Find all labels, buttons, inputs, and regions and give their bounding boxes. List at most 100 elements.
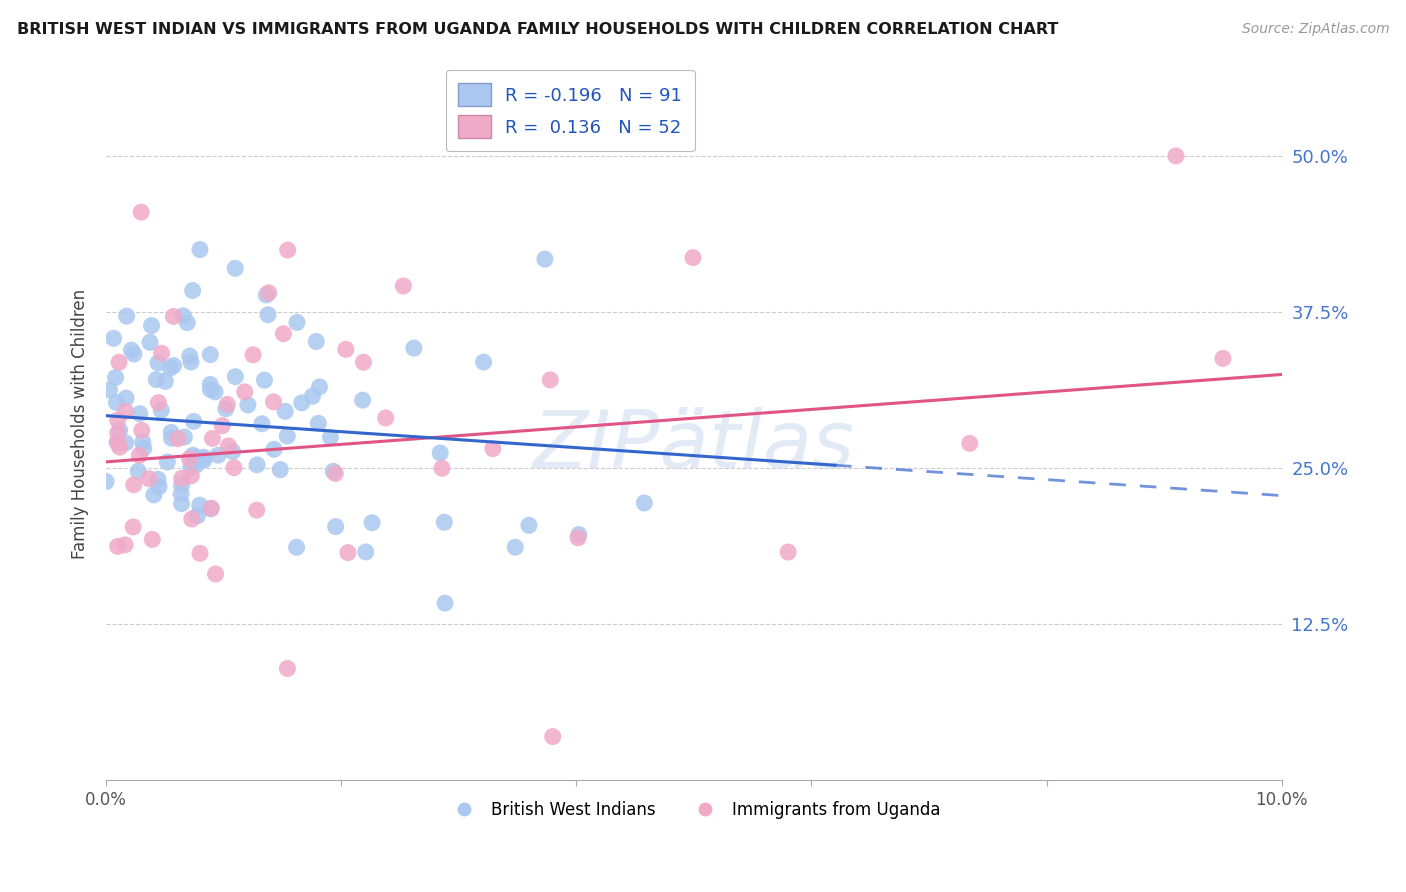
Point (180, 512, 202, 526)
Point (184, 450, 207, 465)
Point (354, 545, 377, 559)
Point (503, 541, 526, 555)
Point (242, 348, 264, 362)
Y-axis label: Family Households with Children: Family Households with Children (72, 289, 89, 559)
Point (200, 348, 222, 362)
Point (305, 334, 328, 349)
Point (150, 403, 173, 417)
Point (222, 460, 245, 475)
Point (959, 436, 981, 450)
Point (142, 488, 165, 502)
Point (184, 458, 207, 473)
Point (115, 309, 138, 323)
Point (180, 468, 202, 483)
Point (181, 448, 204, 462)
Legend: British West Indians, Immigrants from Uganda: British West Indians, Immigrants from Ug… (440, 794, 948, 825)
Point (105, 395, 128, 409)
Point (472, 355, 495, 369)
Point (107, 436, 129, 450)
Point (172, 309, 194, 323)
Point (193, 453, 215, 467)
Point (323, 467, 346, 481)
Point (128, 407, 150, 421)
Point (322, 464, 344, 478)
Point (246, 503, 269, 517)
Point (167, 432, 190, 446)
Point (274, 404, 297, 418)
Point (307, 417, 329, 431)
Point (145, 372, 167, 386)
Point (155, 375, 177, 389)
Point (141, 533, 163, 547)
Point (254, 288, 277, 302)
Point (170, 471, 193, 485)
Point (108, 423, 131, 437)
Point (139, 335, 162, 350)
Point (276, 661, 298, 675)
Point (374, 411, 396, 425)
Point (308, 380, 330, 394)
Point (215, 401, 238, 416)
Point (434, 596, 457, 610)
Point (429, 446, 451, 460)
Point (148, 480, 170, 494)
Text: ZIPätlas: ZIPätlas (533, 407, 855, 484)
Point (319, 430, 342, 444)
Point (263, 395, 285, 409)
Point (132, 442, 155, 456)
Point (114, 538, 136, 552)
Point (162, 359, 184, 373)
Point (291, 396, 314, 410)
Point (180, 355, 202, 369)
Point (541, 730, 564, 744)
Point (128, 449, 150, 463)
Point (131, 423, 153, 437)
Point (181, 284, 204, 298)
Point (129, 205, 152, 219)
Point (127, 464, 149, 478)
Point (179, 451, 201, 466)
Point (285, 541, 308, 555)
Point (207, 448, 229, 462)
Point (568, 527, 591, 541)
Point (204, 384, 226, 399)
Point (170, 497, 193, 511)
Point (200, 383, 222, 397)
Point (188, 243, 211, 257)
Point (103, 331, 125, 345)
Point (336, 546, 359, 560)
Point (160, 431, 183, 445)
Point (156, 455, 179, 469)
Point (433, 515, 456, 529)
Point (150, 346, 173, 360)
Point (114, 404, 136, 418)
Point (352, 393, 374, 408)
Point (682, 251, 704, 265)
Point (188, 546, 211, 560)
Point (173, 430, 195, 444)
Point (361, 516, 384, 530)
Point (188, 498, 211, 512)
Point (120, 343, 142, 358)
Point (193, 450, 215, 465)
Point (162, 310, 184, 324)
Point (107, 426, 129, 441)
Point (159, 361, 181, 376)
Point (204, 566, 226, 581)
Point (114, 436, 136, 450)
Point (122, 520, 145, 534)
Point (269, 462, 291, 476)
Point (335, 343, 357, 357)
Point (538, 373, 561, 387)
Point (257, 308, 280, 322)
Point (108, 355, 131, 369)
Point (217, 439, 239, 453)
Point (778, 545, 800, 559)
Point (138, 472, 160, 486)
Point (257, 285, 280, 300)
Point (430, 461, 453, 475)
Point (325, 519, 347, 533)
Text: Source: ZipAtlas.com: Source: ZipAtlas.com (1241, 22, 1389, 37)
Point (180, 460, 202, 475)
Point (276, 429, 298, 443)
